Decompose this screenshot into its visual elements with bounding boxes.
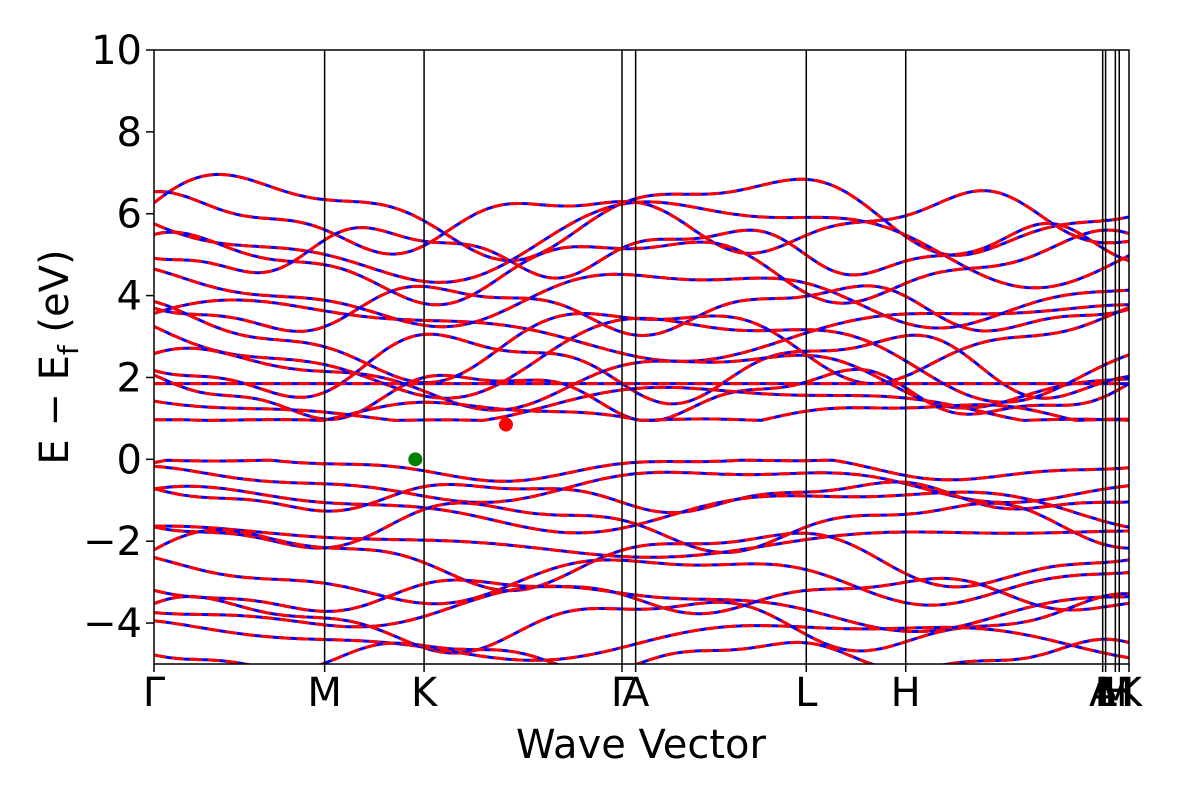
- y-tick-label: 8: [117, 110, 142, 156]
- band-line-spin-down: [154, 316, 1129, 404]
- x-tick-label: H: [1104, 670, 1134, 716]
- y-tick-label: 2: [117, 355, 142, 401]
- x-axis-title: Wave Vector: [516, 722, 767, 768]
- x-tick-label: L: [795, 670, 818, 716]
- band-line-spin-up: [154, 637, 1129, 664]
- band-line-spin-down: [154, 576, 1129, 616]
- x-tick-label: K: [1116, 670, 1144, 716]
- y-tick-label: −4: [83, 601, 142, 647]
- band-line-spin-down: [154, 300, 1129, 386]
- band-line-spin-down: [154, 480, 1129, 515]
- band-line-spin-down: [154, 584, 1129, 633]
- bands-layer: [154, 172, 1129, 664]
- band-line-spin-down: [154, 637, 1129, 664]
- x-tick-label: K: [411, 670, 439, 716]
- x-tick-label: M: [307, 670, 342, 716]
- y-tick-label: 4: [117, 274, 142, 320]
- y-axis-ticks: −4 −2 0 2 4 6 8 10: [83, 28, 154, 647]
- y-tick-label: 0: [117, 437, 142, 483]
- band-line-spin-down: [154, 221, 1129, 280]
- y-tick-label: 10: [91, 28, 142, 74]
- band-line-spin-down: [154, 385, 1129, 422]
- x-tick-label: Γ: [611, 670, 634, 716]
- x-tick-label: M: [1098, 670, 1133, 716]
- x-tick-label: H: [891, 670, 921, 716]
- band-line-spin-down: [154, 400, 1129, 422]
- kpoint-lines: [323, 50, 1120, 664]
- band-line-spin-down: [154, 458, 1129, 483]
- y-tick-label: 6: [117, 192, 142, 238]
- plot-frame: [153, 49, 1130, 665]
- y-axis-title: E − Ef (eV): [32, 249, 85, 464]
- x-tick-label: L: [1094, 670, 1117, 716]
- y-axis-title-main: E − E: [32, 355, 78, 465]
- band-line-spin-down: [154, 592, 1129, 655]
- x-tick-label: A: [1089, 670, 1117, 716]
- band-line-spin-down: [154, 172, 1129, 263]
- band-line-spin-down: [154, 484, 1129, 535]
- band-line-spin-down: [154, 464, 1129, 504]
- y-axis-title-unit: (eV): [32, 249, 78, 345]
- band-line-spin-down: [154, 189, 1129, 256]
- vbm-marker: [408, 452, 423, 467]
- band-line-spin-up: [154, 524, 1129, 559]
- x-tick-label: A: [622, 670, 650, 716]
- x-tick-label: Γ: [143, 670, 166, 716]
- band-line-spin-down: [154, 267, 1129, 330]
- extrema-markers: [408, 417, 513, 467]
- y-axis-title-sub: f: [52, 344, 85, 355]
- band-line-spin-up: [154, 284, 1129, 338]
- band-line-spin-down: [154, 298, 1129, 363]
- cbm-marker: [498, 417, 513, 432]
- band-line-spin-down: [154, 528, 1129, 593]
- band-line-spin-down: [154, 619, 1129, 662]
- band-line-spin-down: [154, 556, 1129, 607]
- y-tick-label: −2: [83, 519, 142, 565]
- band-line-spin-down: [154, 228, 1129, 307]
- band-line-spin-down: [154, 284, 1129, 338]
- band-line-spin-down: [154, 346, 1129, 412]
- band-line-spin-down: [154, 332, 1129, 406]
- band-line-spin-down: [154, 524, 1129, 559]
